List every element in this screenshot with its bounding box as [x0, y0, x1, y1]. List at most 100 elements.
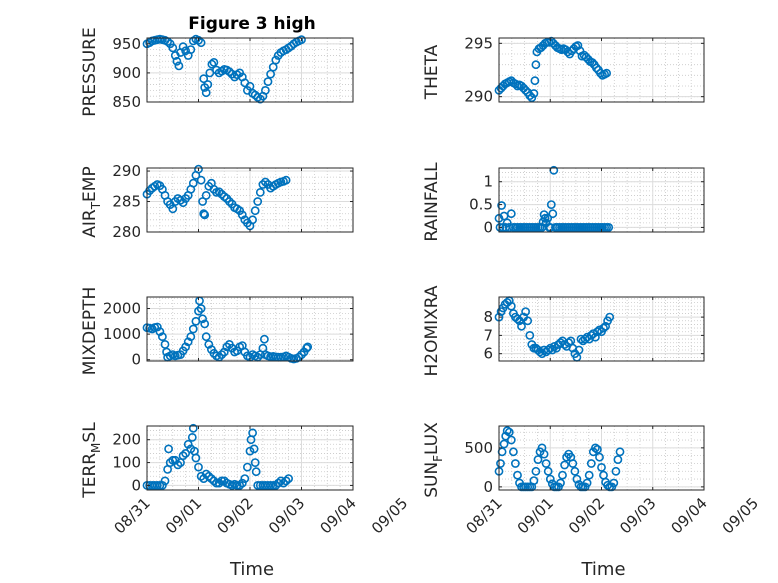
data-point — [194, 35, 203, 45]
y-axis-label: MIXDEPTH — [80, 287, 100, 376]
axes-air_temp: 280 285 290 AIRTEMP — [80, 162, 354, 241]
y-axis-label: H2OMIXRA — [422, 285, 442, 376]
x-tick-label: 09/04 — [317, 494, 360, 537]
data-point — [240, 474, 250, 483]
data-point — [531, 466, 541, 476]
data-point — [564, 338, 574, 348]
data-point — [250, 206, 260, 216]
data-point — [203, 80, 213, 89]
data-point — [560, 460, 569, 470]
data-point — [543, 466, 553, 476]
data-point — [517, 321, 526, 331]
data-point — [186, 45, 196, 54]
data-point — [556, 478, 565, 488]
axes-rainfall: 0 0.5 1 RAINFALL — [422, 162, 705, 242]
data-point — [572, 474, 582, 484]
data-point — [303, 342, 313, 352]
data-point — [531, 60, 541, 70]
data-point — [540, 213, 550, 223]
data-point — [611, 466, 621, 476]
data-point — [196, 38, 206, 48]
data-point — [521, 85, 530, 95]
y-tick-label: 0 — [483, 218, 493, 236]
y-tick-label: 500 — [464, 439, 493, 457]
data-point — [152, 480, 162, 490]
data-point — [502, 218, 512, 228]
series-markers — [142, 423, 293, 490]
data-point — [497, 201, 506, 210]
data-point — [580, 334, 590, 344]
data-point — [601, 321, 610, 331]
series-markers — [142, 164, 291, 231]
series-markers — [142, 296, 313, 364]
data-point — [513, 470, 522, 480]
data-point — [587, 58, 597, 67]
y-tick-label: 280 — [112, 223, 141, 241]
x-tick-label: 09/04 — [668, 494, 711, 537]
data-point — [539, 449, 549, 459]
data-point — [558, 470, 567, 480]
data-point — [568, 459, 578, 468]
axes-sun_flux: 0 500 SUNFLUX 08/31 09/01 09/02 09/03 09/04 09/0… — [422, 422, 762, 580]
data-point — [157, 480, 167, 490]
data-point — [198, 314, 207, 324]
y-tick-label: 1 — [483, 173, 493, 191]
data-point — [260, 86, 270, 95]
data-point — [574, 345, 584, 355]
data-point — [545, 474, 555, 484]
data-point — [281, 476, 291, 486]
data-point — [201, 190, 211, 200]
data-point — [548, 209, 558, 219]
data-point — [248, 428, 257, 438]
data-point — [284, 474, 293, 483]
data-point — [268, 480, 278, 490]
data-point — [194, 462, 203, 472]
data-point — [504, 427, 514, 437]
data-point — [530, 76, 540, 86]
data-point — [176, 195, 185, 205]
data-point — [546, 200, 556, 209]
data-point — [164, 444, 173, 454]
data-point — [604, 222, 614, 232]
x-tick-label: 09/03 — [616, 494, 659, 537]
series-markers — [494, 36, 611, 103]
data-point — [511, 459, 520, 468]
data-point — [209, 58, 219, 67]
data-point — [570, 466, 580, 476]
axes-terr_msl: 0 100 200 TERRMSL 08/31 09/01 09/02 09/03 09/04 0… — [80, 422, 411, 580]
axes-pressure: 850 900 950 PRESSURE — [80, 27, 354, 117]
data-point — [535, 347, 545, 357]
data-point — [281, 175, 291, 185]
data-point — [224, 197, 234, 206]
data-point — [582, 332, 592, 342]
data-point — [207, 59, 217, 69]
data-point — [194, 306, 203, 316]
data-point — [302, 343, 311, 353]
data-point — [550, 341, 559, 351]
data-point — [168, 43, 178, 53]
y-axis-label: RAINFALL — [422, 162, 442, 242]
data-point — [506, 435, 516, 445]
data-point — [609, 478, 619, 488]
y-tick-label: 0.5 — [469, 196, 493, 214]
data-point — [217, 189, 227, 199]
data-point — [174, 61, 184, 71]
data-point — [591, 443, 600, 453]
data-point — [599, 323, 608, 333]
data-point — [543, 345, 553, 355]
y-axis-label: SUNFLUX — [422, 422, 445, 498]
data-point — [545, 343, 555, 353]
y-tick-label: 290 — [464, 88, 493, 106]
data-point — [188, 423, 198, 433]
data-point — [160, 476, 170, 486]
y-tick-label: 950 — [112, 35, 141, 53]
data-point — [529, 89, 539, 98]
data-point — [250, 458, 260, 467]
x-axis-label: Time — [580, 559, 625, 580]
data-point — [214, 187, 224, 197]
data-point — [263, 77, 273, 86]
y-tick-label: 8 — [483, 308, 493, 326]
y-tick-label: 6 — [483, 345, 493, 363]
data-point — [206, 474, 216, 483]
data-point — [271, 480, 281, 490]
